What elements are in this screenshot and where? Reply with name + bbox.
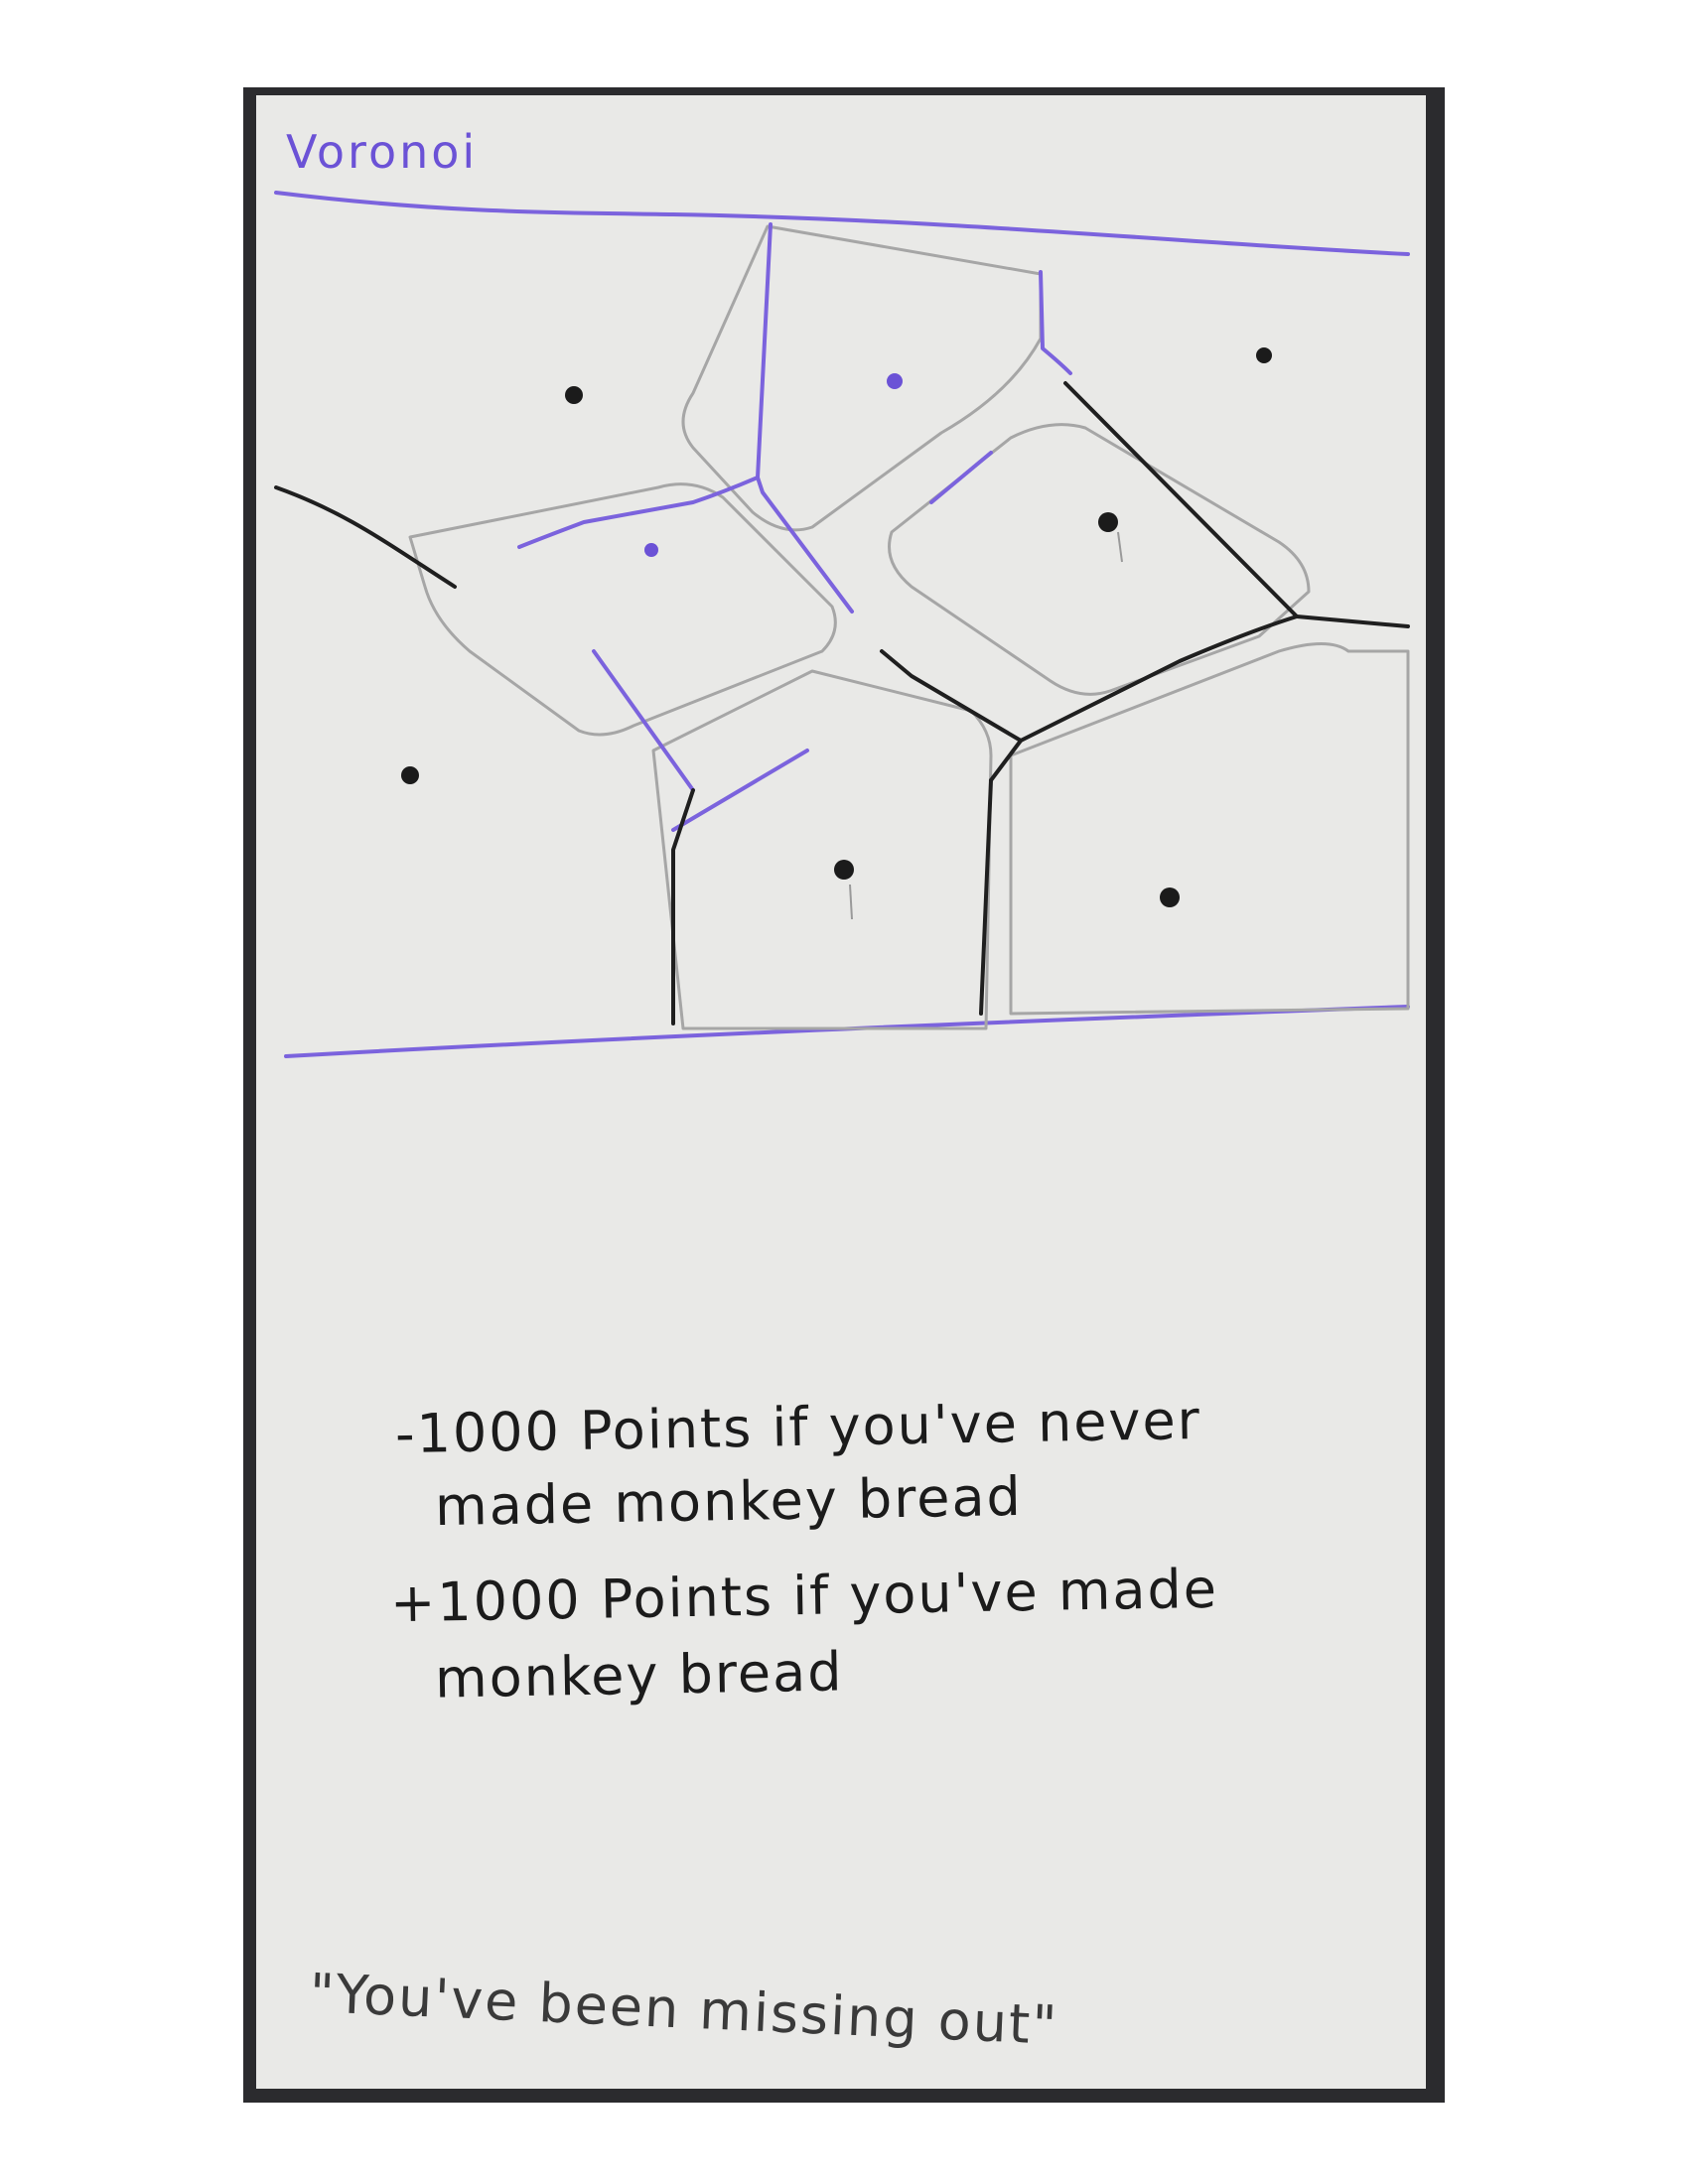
seed-point — [1256, 347, 1272, 363]
seed-point — [565, 386, 583, 404]
rule-line-2: made monkey bread — [434, 1464, 1024, 1539]
purple-edge-7 — [929, 451, 993, 504]
cell-outline-middle-right — [888, 423, 1311, 696]
pencil-tick — [1117, 531, 1123, 563]
purple-edge-4 — [1039, 270, 1072, 375]
black-edge-6 — [671, 788, 695, 1025]
card-quote: "You've been missing out" — [308, 1962, 1060, 2057]
bottom-border-line — [284, 1005, 1410, 1058]
seed-point — [401, 766, 419, 784]
black-edge-5 — [880, 649, 1023, 743]
purple-edge-1 — [756, 222, 773, 479]
card-title: Voronoi — [286, 125, 479, 179]
top-border-line — [274, 191, 1410, 256]
cell-outline-bottom-right — [1009, 642, 1410, 1016]
purple-edge-2 — [517, 476, 760, 549]
black-edge-2 — [1063, 381, 1410, 628]
purple-edge-3 — [756, 476, 854, 614]
black-edge-3 — [989, 614, 1299, 782]
rule-line-3: +1000 Points if you've made — [389, 1557, 1219, 1635]
purple-edge-6 — [592, 649, 695, 792]
cell-outline-bottom-center — [651, 669, 993, 1030]
seed-point — [887, 373, 903, 389]
seed-point — [644, 543, 658, 557]
seed-point — [834, 860, 854, 880]
rule-line-1: -1000 Points if you've never — [394, 1388, 1202, 1466]
purple-edge-5 — [671, 749, 809, 832]
black-edge-4 — [979, 778, 993, 1016]
pencil-tick — [849, 884, 853, 920]
voronoi-card: Voronoi -1000 Points if you've never mad… — [256, 95, 1426, 2089]
black-edge-1 — [274, 485, 457, 589]
seed-point — [1098, 512, 1118, 532]
cell-outline-center-top — [681, 224, 1043, 532]
seed-point — [1160, 887, 1180, 907]
rule-line-4: monkey bread — [434, 1640, 844, 1710]
voronoi-diagram — [274, 191, 1410, 1058]
cell-outline-middle-left — [408, 482, 837, 737]
